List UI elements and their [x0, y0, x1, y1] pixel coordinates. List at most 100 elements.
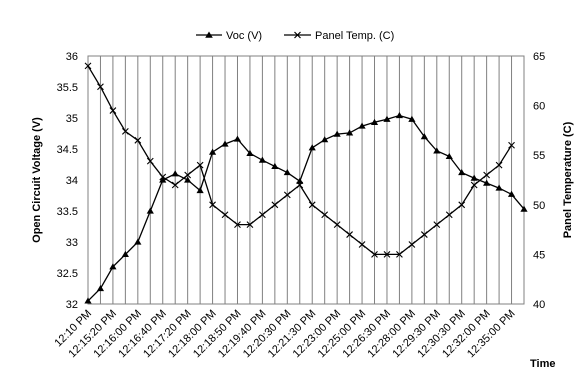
- voc-point: [84, 297, 92, 304]
- y-right-tick-label: 60: [533, 101, 545, 113]
- y-axis-left-title: Open Circuit Voltage (V): [31, 117, 43, 243]
- voc-point: [483, 179, 491, 186]
- legend-voc-label: Voc (V): [226, 30, 262, 42]
- temp-point: [146, 157, 154, 165]
- voc-point: [196, 187, 204, 194]
- y-left-tick-label: 33.5: [57, 206, 78, 218]
- voc-point: [470, 174, 478, 181]
- x-axis-title: Time: [530, 358, 555, 370]
- temp-point: [209, 201, 216, 209]
- temp-point: [171, 181, 179, 189]
- voc-point: [520, 205, 528, 212]
- voc-point: [184, 176, 192, 183]
- temp-point: [109, 107, 117, 114]
- temp-point: [121, 128, 129, 135]
- temp-point: [321, 211, 329, 219]
- temp-point: [433, 221, 441, 229]
- temp-point: [371, 251, 378, 258]
- voc-point: [159, 176, 167, 183]
- plot-area-frame: [87, 55, 525, 305]
- temp-point: [308, 201, 316, 209]
- voc-point: [296, 177, 304, 184]
- y-right-tick-label: 50: [533, 200, 545, 212]
- voc-point: [358, 122, 366, 129]
- voc-point: [171, 170, 179, 177]
- temp-point: [234, 221, 241, 229]
- temp-point: [396, 251, 403, 258]
- y-right-tick-label: 40: [533, 299, 545, 311]
- voc-point: [408, 115, 416, 122]
- temp-point: [283, 191, 291, 199]
- temp-point: [483, 171, 491, 179]
- y-right-tick-label: 45: [533, 249, 545, 261]
- temp-point: [458, 201, 466, 209]
- voc-point: [208, 148, 217, 155]
- voc-point: [321, 136, 329, 143]
- legend: Voc (V) Panel Temp. (C): [196, 30, 394, 42]
- voc-point: [308, 144, 316, 151]
- temp-point: [358, 241, 366, 248]
- temp-point: [159, 173, 167, 181]
- temp-point: [383, 251, 391, 258]
- temp-point: [508, 141, 515, 149]
- temp-point: [259, 211, 266, 219]
- temp-point: [184, 171, 192, 179]
- voc-point: [507, 190, 516, 197]
- legend-temp-label: Panel Temp. (C): [315, 30, 394, 42]
- temp-point: [470, 181, 478, 189]
- temp-point: [196, 161, 204, 169]
- voc-point: [121, 250, 129, 257]
- y-left-tick-label: 34.5: [57, 144, 78, 156]
- y-left-tick-label: 32.5: [57, 268, 78, 280]
- voc-point: [233, 135, 242, 142]
- temp-point: [333, 221, 341, 229]
- voc-point: [445, 152, 453, 160]
- temp-point: [221, 211, 229, 219]
- voc-point: [370, 118, 379, 125]
- voc-point: [146, 207, 154, 214]
- y-left-tick-label: 36: [66, 51, 78, 63]
- voc-point: [96, 285, 105, 292]
- y-left-tick-label: 32: [66, 299, 78, 311]
- voc-point: [246, 149, 254, 156]
- y-left-tick-label: 35: [66, 113, 78, 125]
- grid-lines: [99, 56, 513, 304]
- voc-point: [283, 169, 291, 176]
- voc-point: [271, 162, 279, 169]
- temp-point: [134, 136, 142, 144]
- y-right-tick-label: 65: [533, 51, 545, 63]
- series-voc-line: [87, 114, 525, 302]
- y-right-tick-label: 55: [533, 150, 545, 162]
- voc-point: [333, 130, 341, 137]
- temp-point: [271, 201, 279, 209]
- voc-point: [395, 112, 404, 119]
- temp-point: [246, 221, 254, 229]
- voc-point: [134, 238, 142, 245]
- voc-point: [458, 169, 466, 176]
- y-axis-right-title: Panel Temperature (C): [562, 121, 574, 238]
- voc-point: [383, 115, 391, 122]
- series-layer: [84, 62, 528, 304]
- temp-point: [346, 231, 353, 238]
- legend-temp-marker: [294, 31, 301, 39]
- temp-point: [97, 83, 104, 91]
- temp-point: [84, 62, 92, 70]
- y-left-tick-label: 34: [66, 175, 78, 187]
- voc-point: [346, 129, 354, 136]
- y-left-tick-label: 35.5: [57, 82, 78, 94]
- y-left-tick-label: 33: [66, 237, 78, 249]
- temp-point: [495, 161, 503, 169]
- temp-point: [445, 211, 453, 219]
- voc-point: [258, 156, 266, 163]
- voc-point: [495, 184, 503, 191]
- voc-point: [221, 140, 229, 147]
- voc-point: [433, 147, 441, 154]
- voc-point: [420, 133, 428, 140]
- temp-point: [420, 231, 428, 238]
- temp-point: [296, 181, 304, 189]
- temp-point: [408, 241, 416, 248]
- legend-voc-marker: [205, 31, 213, 38]
- voc-point: [109, 263, 117, 270]
